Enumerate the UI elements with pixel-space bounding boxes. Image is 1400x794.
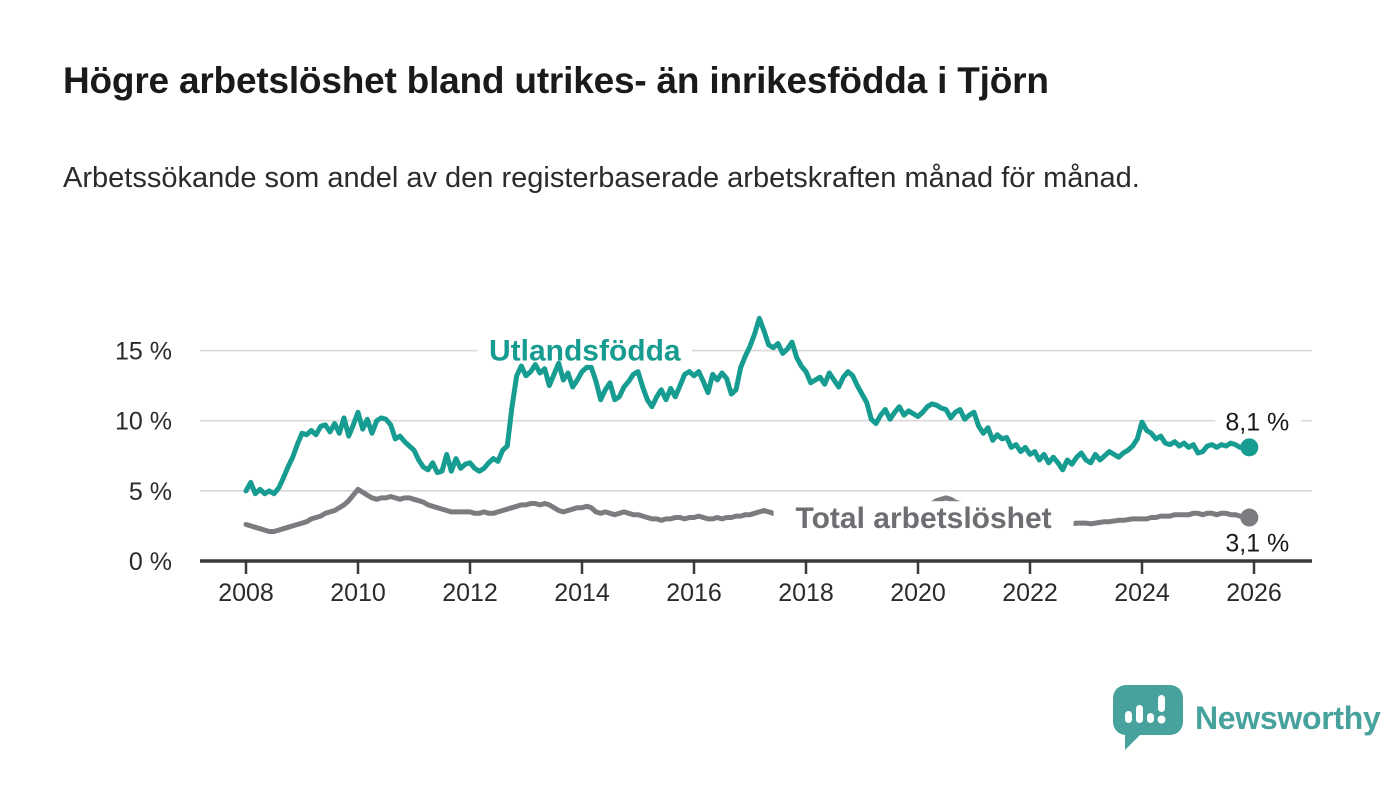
page-subtitle: Arbetssökande som andel av den registerb… bbox=[63, 162, 1140, 194]
total-end-value: 3,1 % bbox=[1225, 530, 1289, 558]
label-halo bbox=[1215, 406, 1302, 438]
label-halo bbox=[1215, 527, 1302, 559]
x-axis-tick-label: 2024 bbox=[1114, 579, 1170, 607]
x-axis-tick-label: 2022 bbox=[1002, 579, 1058, 607]
x-axis-tick-label: 2026 bbox=[1226, 579, 1282, 607]
x-axis-tick-label: 2008 bbox=[218, 579, 274, 607]
series-label-total-arbetsloshet: Total arbetslöshet bbox=[796, 502, 1052, 535]
total-end-dot bbox=[1240, 508, 1259, 527]
y-axis-tick-label: 15 % bbox=[115, 338, 172, 366]
page-title: Högre arbetslöshet bland utrikes- än inr… bbox=[63, 60, 1049, 101]
x-axis-tick-label: 2016 bbox=[666, 579, 722, 607]
label-halo bbox=[773, 501, 1074, 536]
y-axis-tick-label: 5 % bbox=[129, 478, 172, 506]
newsworthy-wordmark: Newsworthy bbox=[1195, 699, 1381, 736]
x-axis-tick-label: 2014 bbox=[554, 579, 610, 607]
bar-chart-speech-bubble-icon bbox=[1113, 685, 1183, 750]
x-axis-tick-label: 2010 bbox=[330, 579, 386, 607]
x-axis-tick-label: 2020 bbox=[890, 579, 946, 607]
x-axis-tick-label: 2012 bbox=[442, 579, 498, 607]
newsworthy-logo: Newsworthy bbox=[1112, 684, 1381, 752]
label-halo bbox=[477, 334, 692, 367]
utlandsfodda-end-value: 8,1 % bbox=[1225, 408, 1289, 436]
utlandsfodda-end-dot bbox=[1240, 438, 1259, 457]
x-axis-tick-label: 2018 bbox=[778, 579, 834, 607]
utlandsfodda-line bbox=[243, 315, 1252, 497]
total-arbetsloshet-line bbox=[243, 486, 1252, 534]
series-label-utlandsfodda: Utlandsfödda bbox=[489, 335, 681, 368]
y-axis-tick-label: 10 % bbox=[115, 408, 172, 436]
y-axis-tick-label: 0 % bbox=[129, 548, 172, 576]
